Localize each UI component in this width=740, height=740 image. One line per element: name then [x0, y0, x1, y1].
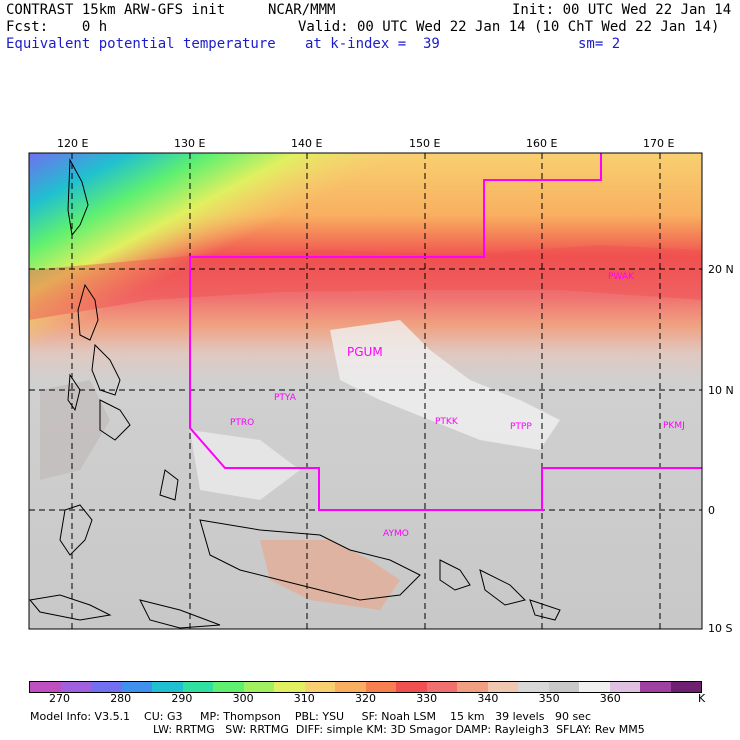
colorbar-swatch-21: [670, 682, 701, 692]
coastlines: [29, 158, 561, 629]
lon-label-120: 120 E: [57, 137, 89, 150]
high-theta-region-west: [190, 430, 300, 500]
colorbar-tick-340: 340: [477, 692, 499, 705]
colorbar-tick-320: 320: [355, 692, 376, 705]
station-pgum: PGUM: [347, 345, 383, 359]
colorbar-swatch-14: [457, 682, 488, 692]
valid-time: Valid: 00 UTC Wed 22 Jan 14 (10 ChT Wed …: [298, 19, 720, 35]
graticule: [29, 153, 702, 629]
colorbar-swatch-10: [335, 682, 366, 692]
model-info-line2: LW: RRTMG SW: RRTMG DIFF: simple KM: 3D …: [153, 723, 645, 736]
org-title: NCAR/MMM: [268, 2, 336, 18]
station-pkmj: PKMJ: [663, 421, 685, 431]
lat-label-20n: 20 N: [708, 263, 734, 276]
colorbar: [29, 681, 702, 693]
high-theta-region: [330, 320, 560, 450]
colorbar-swatch-17: [548, 682, 579, 692]
colorbar-swatch-4: [152, 682, 183, 692]
colorbar-swatch-20: [640, 682, 671, 692]
forecast-hour: Fcst: 0 h: [6, 19, 108, 35]
map-frame: [28, 152, 703, 630]
station-ptya: PTYA: [274, 393, 296, 403]
lat-label-10n: 10 N: [708, 384, 734, 397]
warm-band: [29, 245, 702, 320]
colorbar-tick-360: 360: [599, 692, 621, 705]
station-aymo: AYMO: [383, 529, 409, 539]
colorbar-swatch-7: [243, 682, 274, 692]
lon-label-160: 160 E: [526, 137, 558, 150]
colorbar-tick-270: 270: [49, 692, 70, 705]
colorbar-tick-300: 300: [232, 692, 254, 705]
low-theta-region: [40, 380, 110, 480]
colorbar-swatch-9: [304, 682, 335, 692]
colorbar-swatch-11: [365, 682, 396, 692]
lon-label-170: 170 E: [643, 137, 675, 150]
colorbar-unit: K: [698, 692, 706, 705]
colorbar-swatch-1: [60, 682, 91, 692]
station-ptkk: PTKK: [435, 417, 458, 427]
colorbar-swatch-19: [609, 682, 640, 692]
domain-boundary: [189, 153, 702, 511]
colorbar-swatch-6: [213, 682, 244, 692]
field-name: Equivalent potential temperature: [6, 36, 276, 52]
smoothing-label: sm= 2: [578, 36, 621, 52]
lat-label-10s: 10 S: [708, 622, 733, 635]
colorbar-swatch-13: [426, 682, 457, 692]
colorbar-swatch-3: [121, 682, 152, 692]
station-pwak: PWAK: [608, 272, 634, 282]
station-ptro: PTRO: [230, 418, 255, 428]
colorbar-tick-280: 280: [110, 692, 132, 705]
colorbar-tick-350: 350: [538, 692, 560, 705]
new-guinea-warm: [260, 540, 400, 610]
colorbar-tick-330: 330: [416, 692, 438, 705]
station-ptpp: PTPP: [510, 422, 532, 432]
lon-label-130: 130 E: [174, 137, 206, 150]
model-info-line1: Model Info: V3.5.1 CU: G3 MP: Thompson P…: [30, 710, 591, 723]
colorbar-swatch-2: [91, 682, 122, 692]
colorbar-swatch-15: [487, 682, 518, 692]
lon-label-150: 150 E: [409, 137, 441, 150]
colorbar-swatch-8: [274, 682, 305, 692]
colorbar-swatch-12: [396, 682, 427, 692]
colorbar-swatch-0: [30, 682, 61, 692]
colorbar-tick-290: 290: [171, 692, 193, 705]
colorbar-swatch-5: [182, 682, 213, 692]
lon-label-140: 140 E: [291, 137, 323, 150]
colorbar-tick-310: 310: [293, 692, 315, 705]
init-time: Init: 00 UTC Wed 22 Jan 14: [512, 2, 732, 18]
level-label: at k-index = 39: [305, 36, 440, 52]
colorbar-swatch-18: [579, 682, 610, 692]
colorbar-swatch-16: [518, 682, 549, 692]
lat-label-0: 0: [708, 504, 715, 517]
model-title: CONTRAST 15km ARW-GFS init: [6, 2, 226, 18]
